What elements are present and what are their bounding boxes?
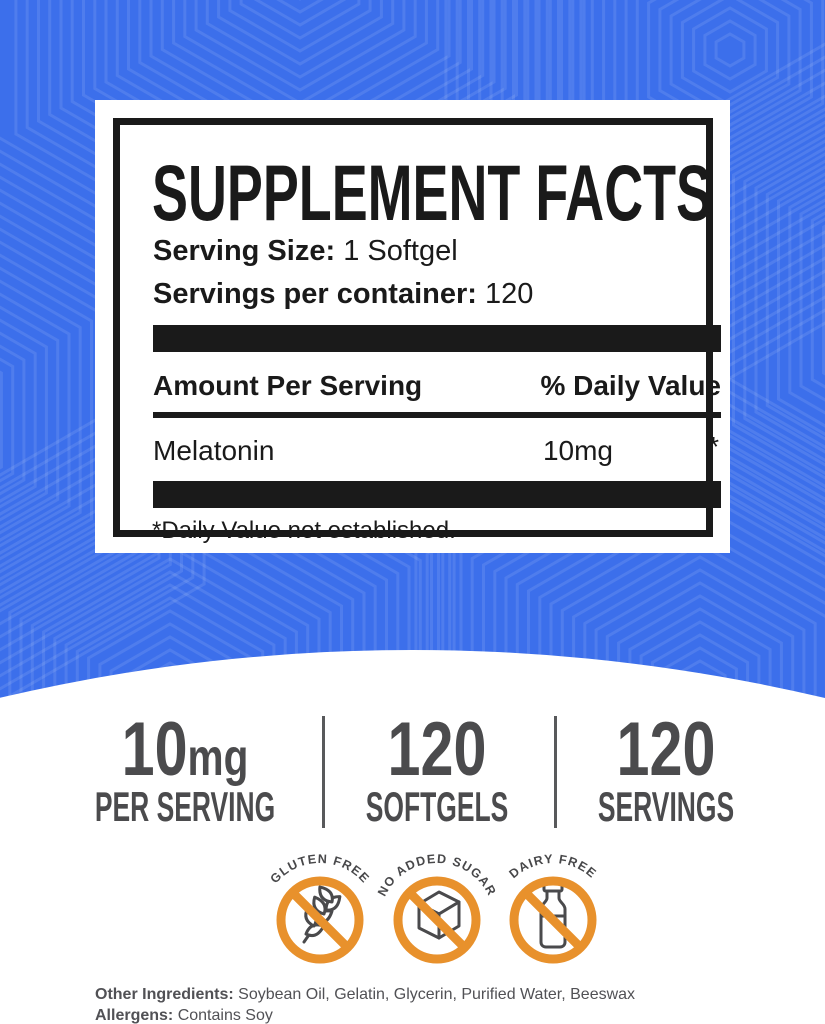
stat-value-group: 10mg [122,707,249,792]
stat-unit: mg [188,728,249,786]
other-ingredients-value: Soybean Oil, Gelatin, Glycerin, Purified… [238,986,636,1003]
ingredient-dv: * [708,431,719,462]
stat-value: 120 [617,707,716,792]
facts-border-box: SUPPLEMENT FACTS Serving Size: 1 Softgel… [113,118,721,544]
prohibition-circle [393,876,481,964]
stat-label: PER SERVING [95,784,275,831]
supplement-facts-panel: SUPPLEMENT FACTS Serving Size: 1 Softgel… [95,100,730,553]
servings-label: Servings per container: [153,278,477,310]
allergens-line: Allergens: Contains Soy [95,1005,755,1024]
stat-value-group: 120 [617,707,716,792]
serving-size-line: Serving Size: 1 Softgel [153,235,721,268]
no-added-sugar-badge: NO ADDED SUGAR [375,852,498,964]
prohibition-circle [509,876,597,964]
other-ingredients-label: Other Ingredients: [95,986,234,1003]
gluten-free-badge: GLUTEN FREE [268,852,371,964]
stat-label: SERVINGS [598,784,734,831]
stat-value: 10 [122,707,188,792]
white-wave-curve [0,650,825,1024]
prohibition-circle [276,876,364,964]
servings-per-container-line: Servings per container: 120 [153,278,721,311]
divider-bar-bottom [153,481,721,508]
stat-value: 120 [388,707,487,792]
daily-value-header: % Daily Value [540,370,721,401]
allergens-value: Contains Soy [177,1007,273,1024]
stat-servings: 120 SERVINGS [598,707,734,831]
stat-softgels: 120 SOFTGELS [366,707,509,831]
stat-per-serving: 10mg PER SERVING [95,707,275,831]
amount-per-serving-header: Amount Per Serving [153,370,423,401]
ingredient-name: Melatonin [153,435,275,466]
serving-size-label: Serving Size: [153,235,336,267]
allergens-label: Allergens: [95,1007,174,1024]
facts-title: SUPPLEMENT FACTS [152,155,712,225]
ingredient-amount: 10mg [542,435,613,466]
stat-divider [322,716,325,828]
header-rule [153,412,721,418]
stat-divider [554,716,557,828]
dairy-free-badge: DAIRY FREE [507,852,598,964]
serving-size-value: 1 Softgel [343,235,458,267]
other-ingredients-line: Other Ingredients: Soybean Oil, Gelatin,… [95,984,755,1005]
divider-bar-top [153,325,721,352]
footer-ingredients: Other Ingredients: Soybean Oil, Gelatin,… [95,984,755,1024]
facts-title-text: SUPPLEMENT FACTS [152,155,712,225]
dv-footnote: *Daily Value not established. [152,517,456,544]
stat-label: SOFTGELS [366,784,509,831]
stat-value-group: 120 [388,707,487,792]
servings-value: 120 [485,278,534,310]
ingredient-row: Melatonin 10mg * [153,431,721,467]
facts-header-row: Amount Per Serving % Daily Value [153,370,721,402]
